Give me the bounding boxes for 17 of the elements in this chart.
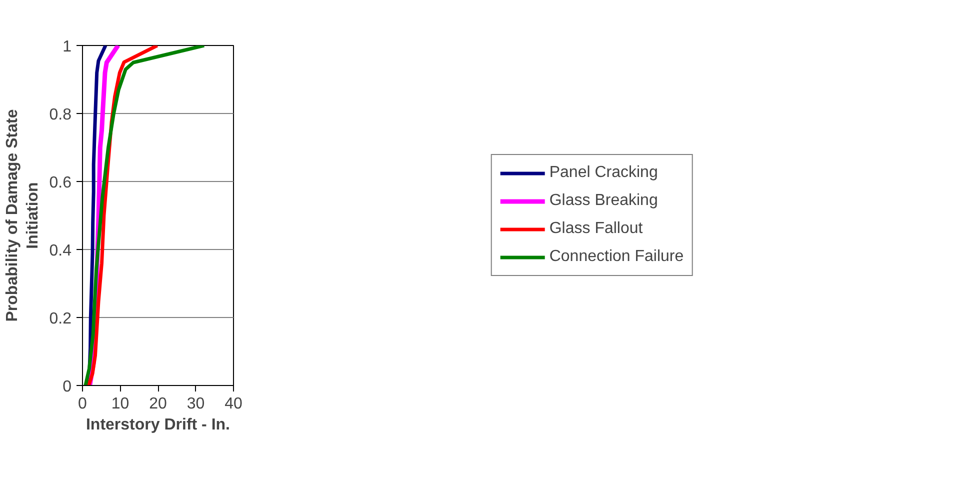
legend-label: Glass Fallout	[549, 220, 643, 238]
x-tick-label: 20	[149, 396, 167, 412]
y-tick-label: 0	[62, 378, 72, 396]
y-tick-label: 1	[62, 38, 72, 56]
x-tick-label: 0	[78, 396, 88, 412]
x-axis-title: Interstory Drift - In.	[86, 416, 230, 434]
x-tick-label: 40	[224, 396, 242, 412]
legend-label: Glass Breaking	[549, 192, 658, 210]
x-tick-label: 30	[186, 396, 205, 412]
x-tick-label: 10	[111, 396, 130, 412]
legend-label: Connection Failure	[549, 248, 684, 266]
y-tick-label: 0.2	[49, 310, 72, 328]
y-tick-label: 0.8	[49, 106, 72, 124]
y-tick-label: 0.4	[49, 242, 72, 260]
y-tick-label: 0.6	[49, 174, 72, 192]
legend-label: Panel Cracking	[549, 164, 658, 182]
y-axis-title: Probability of Damage State Initiation	[4, 109, 42, 322]
